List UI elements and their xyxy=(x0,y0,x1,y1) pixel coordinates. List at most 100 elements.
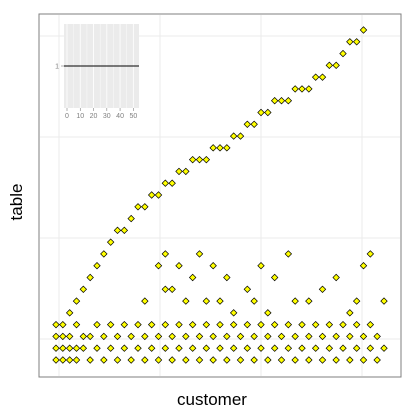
data-point xyxy=(332,356,340,364)
data-point xyxy=(264,108,272,117)
data-point xyxy=(120,344,129,352)
data-point xyxy=(352,320,361,329)
data-point xyxy=(209,144,217,152)
data-point xyxy=(209,262,217,270)
data-point xyxy=(106,238,115,246)
data-point xyxy=(250,332,258,341)
data-point xyxy=(243,285,252,293)
data-point xyxy=(141,356,149,364)
data-point xyxy=(154,191,163,199)
data-point xyxy=(284,97,293,105)
data-point xyxy=(291,85,299,93)
data-point xyxy=(161,320,170,329)
data-point xyxy=(318,285,327,293)
data-point xyxy=(161,179,170,187)
data-point xyxy=(79,344,88,352)
data-point xyxy=(380,297,388,305)
data-point xyxy=(264,309,272,317)
data-point xyxy=(86,356,94,364)
data-point xyxy=(113,332,122,341)
data-point xyxy=(359,262,368,270)
data-point xyxy=(120,320,129,329)
data-point xyxy=(352,297,361,305)
data-point xyxy=(127,356,135,364)
data-point xyxy=(359,26,368,34)
data-point xyxy=(291,297,299,305)
data-point xyxy=(257,108,265,117)
data-point xyxy=(141,332,149,341)
data-point xyxy=(284,320,293,329)
data-point xyxy=(93,262,101,270)
data-point xyxy=(346,332,354,341)
data-point xyxy=(195,155,204,164)
data-point xyxy=(325,61,334,70)
inset-x-tick-label: 10 xyxy=(76,113,84,120)
data-point xyxy=(373,332,381,341)
data-point xyxy=(270,273,279,282)
data-point xyxy=(264,332,272,341)
data-point xyxy=(195,356,204,364)
data-point xyxy=(318,332,327,341)
data-point xyxy=(168,356,176,364)
inset-x-tick-label: 20 xyxy=(90,113,98,120)
data-point xyxy=(311,73,320,81)
data-point xyxy=(154,262,163,270)
data-point xyxy=(120,226,129,235)
data-point xyxy=(229,132,238,140)
data-point xyxy=(209,332,217,341)
data-point xyxy=(65,309,74,317)
data-point xyxy=(188,344,197,352)
data-point xyxy=(229,309,238,317)
data-point xyxy=(277,356,286,364)
data-point xyxy=(223,356,231,364)
data-point xyxy=(182,332,190,341)
data-point xyxy=(161,344,170,352)
data-point xyxy=(373,356,381,364)
data-points xyxy=(52,26,388,364)
x-axis-title: customer xyxy=(177,390,247,409)
data-point xyxy=(182,297,190,305)
data-point xyxy=(168,332,176,341)
data-point xyxy=(72,356,81,364)
data-point xyxy=(236,132,245,140)
data-point xyxy=(134,344,142,352)
data-point xyxy=(175,320,183,329)
data-point xyxy=(284,250,293,258)
y-axis-title: table xyxy=(7,184,26,221)
data-point xyxy=(243,344,252,352)
data-point xyxy=(175,167,183,176)
data-point xyxy=(65,356,74,364)
data-point xyxy=(106,320,115,329)
data-point xyxy=(380,344,388,352)
data-point xyxy=(188,273,197,282)
data-point xyxy=(175,344,183,352)
data-point xyxy=(243,120,252,128)
data-point xyxy=(236,356,245,364)
data-point xyxy=(100,250,108,258)
data-point xyxy=(79,285,88,293)
data-point xyxy=(134,320,142,329)
data-point xyxy=(223,332,231,341)
data-point xyxy=(93,344,101,352)
data-point xyxy=(277,97,286,105)
data-point xyxy=(72,344,81,352)
data-point xyxy=(202,297,211,305)
data-point xyxy=(141,203,149,211)
data-point xyxy=(93,320,101,329)
data-point xyxy=(270,320,279,329)
inset-x-tick-label: 0 xyxy=(65,113,69,120)
data-point xyxy=(72,320,81,329)
data-point xyxy=(305,356,313,364)
data-point xyxy=(154,356,163,364)
data-point xyxy=(168,179,176,187)
data-point xyxy=(346,356,354,364)
data-point xyxy=(305,297,313,305)
data-point xyxy=(339,344,347,352)
data-point xyxy=(209,356,217,364)
data-point xyxy=(359,356,368,364)
data-point xyxy=(366,344,375,352)
inset-chart: 0 10 20 30 40 50 1 xyxy=(55,24,139,120)
data-point xyxy=(141,297,149,305)
data-point xyxy=(332,273,340,282)
data-point xyxy=(257,344,265,352)
